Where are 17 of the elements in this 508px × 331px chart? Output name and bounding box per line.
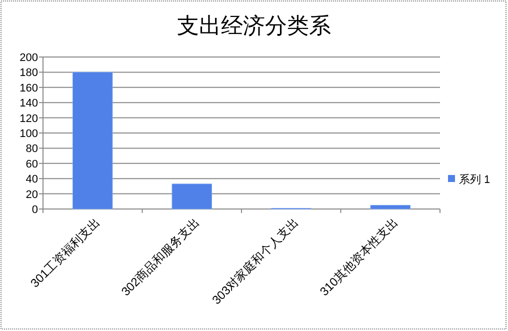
y-tick-label: 120 (20, 112, 38, 125)
legend-label: 系列 1 (459, 173, 490, 186)
y-tick-label: 180 (20, 67, 38, 80)
y-tick-label: 80 (26, 143, 38, 156)
y-tick-label: 60 (26, 158, 38, 170)
x-tick-label: 303对家庭和个人支出 (209, 215, 302, 308)
x-tick-label: 301工资福利支出 (28, 215, 103, 290)
y-tick-label: 0 (32, 204, 38, 216)
x-tick-label: 310其他资本性支出 (317, 215, 400, 299)
chart-title: 支出经济分类系 (177, 14, 331, 39)
y-tick-label: 40 (26, 174, 38, 186)
y-tick-label: 140 (20, 98, 38, 110)
y-tick-label: 100 (20, 128, 38, 140)
x-tick-label: 302商品和服务支出 (118, 215, 202, 299)
y-tick-label: 20 (26, 188, 38, 201)
y-tick-label: 160 (20, 82, 38, 94)
y-tick-label: 200 (20, 52, 38, 64)
